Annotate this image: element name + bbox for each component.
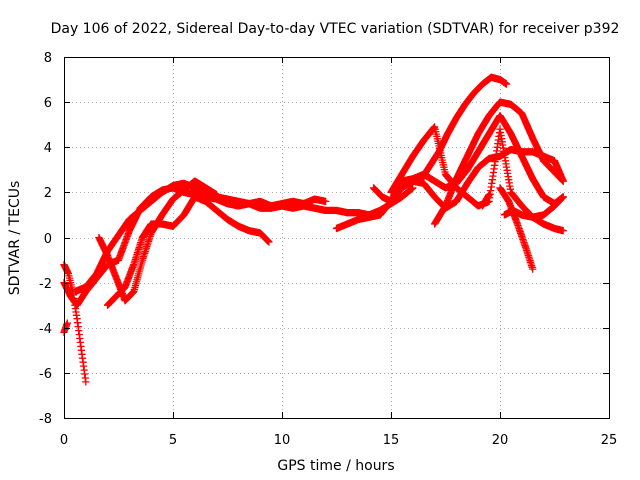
series-points xyxy=(95,177,221,305)
series-points xyxy=(369,184,395,206)
series-track-8 xyxy=(430,98,567,228)
x-tick-label: 10 xyxy=(274,433,291,448)
series-points xyxy=(430,98,567,228)
series-points xyxy=(496,184,537,273)
y-tick-label: -4 xyxy=(39,322,52,337)
series-track-5 xyxy=(95,177,221,305)
series-track-15 xyxy=(60,319,71,336)
series-points xyxy=(103,193,273,309)
series-track-11 xyxy=(496,184,537,273)
y-axis-label: SDTVAR / TECUs xyxy=(7,181,23,296)
series-track-4 xyxy=(103,193,273,309)
y-tick-label: 8 xyxy=(44,51,52,66)
series-points xyxy=(60,319,71,336)
x-tick-label: 0 xyxy=(60,433,68,448)
x-axis-label: GPS time / hours xyxy=(277,458,394,474)
y-tick-label: -2 xyxy=(39,277,52,292)
series-track-14 xyxy=(478,190,493,210)
chart-title: Day 106 of 2022, Sidereal Day-to-day VTE… xyxy=(51,21,620,37)
y-axis-ticks: -8 -6 -4 -2 0 2 4 6 8 xyxy=(39,51,609,427)
y-tick-label: -6 xyxy=(39,367,52,382)
series-track-13 xyxy=(369,184,395,206)
x-tick-label: 5 xyxy=(169,433,177,448)
series-points xyxy=(478,190,493,210)
grid xyxy=(64,57,609,418)
x-tick-label: 20 xyxy=(492,433,509,448)
y-tick-label: 6 xyxy=(44,96,52,111)
x-tick-label: 25 xyxy=(601,433,618,448)
y-tick-label: 2 xyxy=(44,186,52,201)
y-tick-label: 0 xyxy=(44,232,52,247)
y-tick-label: -8 xyxy=(39,412,52,427)
x-axis-ticks: 0 5 10 15 20 25 xyxy=(60,57,617,448)
y-tick-label: 4 xyxy=(44,141,52,156)
data-points xyxy=(60,73,567,386)
series-track-12 xyxy=(500,193,567,221)
x-tick-label: 15 xyxy=(383,433,400,448)
series-points xyxy=(500,193,567,221)
